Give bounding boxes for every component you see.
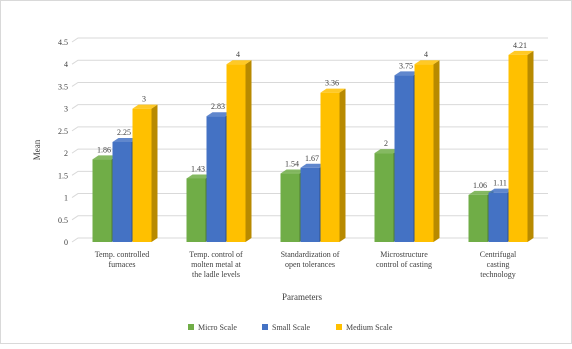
bar-top: [394, 71, 420, 76]
category-label: Standardization of open tolerances: [281, 250, 340, 269]
bar-top: [468, 190, 494, 195]
legend-swatch: [336, 324, 342, 330]
bar: [132, 104, 158, 243]
bar-top: [488, 188, 514, 193]
bar-side: [339, 88, 346, 243]
bar-front: [280, 173, 300, 242]
bar-front: [132, 108, 152, 243]
data-labels: 1.86 2.25 3 1.43 2.83 4 1.54 1.67 3.36 2 3.75 4 1.06…: [97, 41, 527, 190]
bar-front: [112, 142, 132, 242]
bar-front: [508, 54, 528, 243]
y-tick-label: 3.5: [58, 82, 68, 91]
bar-top: [132, 104, 158, 109]
bar-top: [112, 138, 138, 142]
y-tick-label: 2.5: [58, 127, 68, 136]
legend-swatch: [188, 324, 194, 330]
legend-label: Medium Scale: [346, 323, 393, 332]
bar-front: [488, 192, 508, 242]
bars: [92, 50, 534, 243]
bar-top: [508, 50, 534, 55]
bar-front: [394, 75, 414, 242]
bar-top: [92, 155, 118, 160]
bar-front: [414, 64, 434, 242]
legend-swatch: [262, 324, 268, 330]
category-label: Temp. control of molten metal at the ladle…: [189, 250, 243, 279]
data-label: 4: [236, 50, 240, 59]
y-tick-label: 1.5: [58, 171, 68, 180]
bar-front: [92, 159, 112, 242]
bar-side: [433, 60, 440, 242]
category-label: Temp. controlled furnaces: [95, 250, 150, 269]
data-label: 3: [142, 95, 146, 104]
x-axis-categories: Temp. controlled furnaces Temp. control of…: [95, 250, 517, 279]
x-axis-label: Parameters: [282, 292, 322, 302]
bar-side: [527, 50, 534, 243]
gridline: [71, 59, 548, 65]
bar-top: [320, 88, 346, 93]
bar-front: [468, 194, 488, 242]
bar: [508, 50, 534, 243]
y-tick-label: 2: [64, 149, 68, 158]
bar-side: [245, 60, 252, 242]
data-label: 4: [424, 50, 428, 59]
data-label: 3.36: [325, 79, 339, 88]
legend: Micro Scale Small Scale Medium Scale: [188, 323, 393, 332]
data-label: 1.43: [191, 164, 205, 173]
y-tick-label: 0.5: [58, 216, 68, 225]
bar-front: [374, 153, 394, 242]
data-label: 1.11: [493, 179, 507, 188]
bar-front: [300, 167, 320, 242]
bar-front: [206, 116, 226, 242]
bar-top: [300, 163, 326, 168]
legend-item: Small Scale: [262, 323, 310, 332]
bar-top: [280, 169, 306, 174]
y-tick-label: 1: [64, 194, 68, 203]
legend-item: Medium Scale: [336, 323, 393, 332]
data-label: 1.67: [305, 154, 319, 163]
bar: [320, 88, 346, 243]
bar-top: [226, 60, 252, 65]
legend-item: Micro Scale: [188, 323, 237, 332]
data-label: 1.54: [285, 160, 299, 169]
y-tick-label: 0: [64, 238, 68, 247]
gridline: [71, 37, 548, 43]
data-label: 4.21: [513, 41, 527, 50]
bar-front: [186, 178, 206, 242]
data-label: 2: [384, 139, 388, 148]
category-label: Microstructure control of casting: [376, 250, 432, 269]
y-axis-label: Mean: [32, 139, 42, 160]
category-label: Centrifugal casting technology: [480, 250, 517, 279]
gridline: [71, 104, 548, 110]
bar-top: [206, 112, 232, 117]
bar-side: [151, 104, 158, 243]
bar: [226, 60, 252, 242]
gridline: [71, 126, 548, 132]
data-label: 2.83: [211, 102, 225, 111]
legend-label: Small Scale: [272, 323, 310, 332]
y-tick-label: 4: [64, 60, 68, 69]
y-tick-label: 4.5: [58, 38, 68, 47]
y-tick-label: 3: [64, 105, 68, 114]
bar-top: [414, 60, 440, 65]
bar-top: [374, 149, 400, 154]
legend-label: Micro Scale: [198, 323, 237, 332]
bar-front: [226, 64, 246, 242]
data-label: 1.06: [473, 181, 487, 190]
bar-front: [320, 92, 340, 243]
y-axis-ticks: 0 0.5 1 1.5 2 2.5 3 3.5 4 4.5: [58, 38, 68, 247]
data-label: 3.75: [399, 61, 413, 70]
gridline: [71, 81, 548, 87]
bar-top: [186, 174, 212, 179]
data-label: 1.86: [97, 145, 111, 154]
bar: [414, 60, 440, 242]
data-label: 2.25: [117, 128, 131, 137]
